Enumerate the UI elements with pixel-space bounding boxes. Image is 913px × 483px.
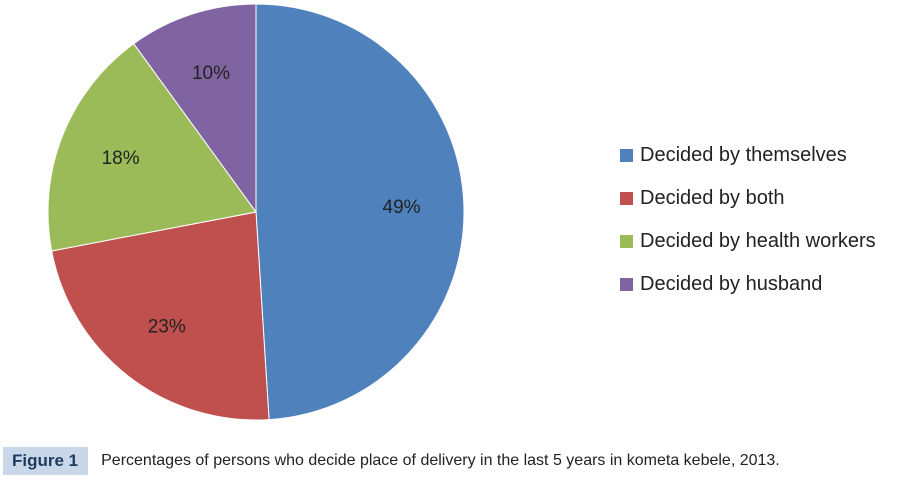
legend-swatch <box>620 278 633 291</box>
data-label-decided-by-both: 23% <box>148 317 186 338</box>
legend-item-decided-by-health-workers: Decided by health workers <box>620 220 876 263</box>
legend-label: Decided by husband <box>640 273 823 295</box>
legend-label: Decided by health workers <box>640 230 876 252</box>
pie-slice-decided-by-themselves <box>255 3 465 421</box>
data-label-decided-by-themselves: 49% <box>383 197 421 218</box>
pie-data-labels: 49% 23% 18% 10% <box>102 63 421 338</box>
pie-slice-decided-by-health-workers <box>47 43 257 252</box>
legend-item-decided-by-husband: Decided by husband <box>620 263 876 306</box>
data-label-decided-by-husband: 10% <box>192 63 230 84</box>
chart-legend: Decided by themselves Decided by both Deci… <box>620 134 876 306</box>
legend-swatch <box>620 192 633 205</box>
legend-item-decided-by-themselves: Decided by themselves <box>620 134 876 177</box>
figure-number: Figure 1 <box>3 447 89 475</box>
pie-slices <box>47 3 465 421</box>
figure-caption: Figure 1 Percentages of persons who deci… <box>0 447 780 475</box>
pie-slice-decided-by-both <box>51 211 270 421</box>
legend-item-decided-by-both: Decided by both <box>620 177 876 220</box>
data-label-decided-by-health-workers: 18% <box>102 148 140 169</box>
legend-swatch <box>620 235 633 248</box>
legend-swatch <box>620 149 633 162</box>
legend-label: Decided by both <box>640 187 785 209</box>
figure-caption-text: Percentages of persons who decide place … <box>101 452 780 469</box>
pie-slice-decided-by-husband <box>133 3 257 214</box>
legend-label: Decided by themselves <box>640 144 847 166</box>
